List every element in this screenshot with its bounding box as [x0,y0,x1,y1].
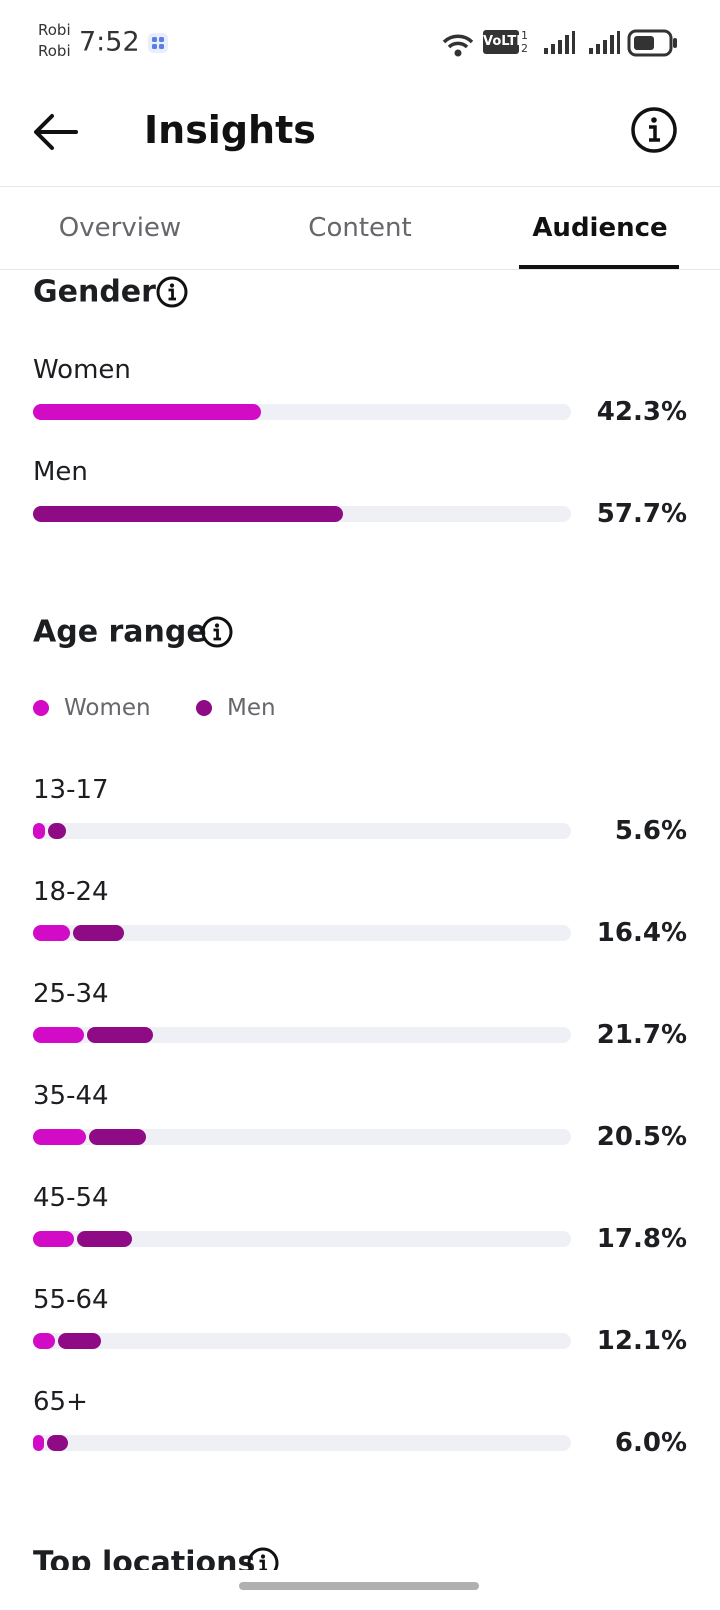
bar-women [33,1333,56,1349]
bar-track [33,925,571,941]
bar-women [33,925,70,941]
bar-women [33,1231,74,1247]
info-icon[interactable] [247,1547,279,1570]
bar-track [33,1231,571,1247]
bar [33,506,344,522]
row-label: 25-34 [33,979,109,1009]
signal-icon [589,31,620,54]
row-value: 6.0% [614,1428,687,1458]
tab-divider [0,269,720,270]
page-title: Insights [144,108,316,152]
legend-label: Women [64,695,151,721]
row-label: 13-17 [33,775,109,805]
section-title: Gender [33,274,156,310]
row-label: 55-64 [33,1285,109,1315]
bar-track [33,823,571,839]
bar-women [33,1027,84,1043]
tab[interactable]: Audience [532,213,668,243]
app-icon [148,33,168,53]
section-title: Top locations [33,1545,256,1571]
header-divider [0,186,720,187]
carrier-2: Robi [38,42,71,60]
bar-men [72,925,125,941]
bar [33,404,261,420]
home-indicator [239,1582,479,1590]
row-label: Women [33,355,131,385]
info-icon[interactable] [156,276,188,312]
bar-track [33,1435,571,1451]
bar-men [86,1027,153,1043]
row-value: 16.4% [596,918,687,948]
bar-women [33,1129,87,1145]
row-value: 12.1% [596,1326,687,1356]
bar-men [47,823,67,839]
back-button[interactable] [32,112,80,152]
row-label: 18-24 [33,877,109,907]
carrier-1: Robi [38,21,71,39]
sim-slot: 1 [521,29,528,42]
bar-track [33,1027,571,1043]
row-value: 57.7% [596,499,687,529]
legend-dot [33,700,49,716]
tab-indicator [519,265,679,269]
signal-icon [544,31,575,54]
row-value: 20.5% [596,1122,687,1152]
bar-men [76,1231,132,1247]
carrier: Robi Robi [38,20,71,62]
row-value: 5.6% [614,816,687,846]
tab[interactable]: Content [308,213,412,243]
bar-men [89,1129,147,1145]
row-value: 21.7% [596,1020,687,1050]
info-button[interactable] [630,106,678,154]
info-icon[interactable] [201,616,233,652]
sim-slots: 1 2 [521,29,528,55]
wifi-icon [442,34,474,57]
bar-track [33,404,571,420]
audience-content: Gender Women 42.3% Men 57.7% Age range Women Me… [0,270,720,1570]
row-label: 35-44 [33,1081,109,1111]
row-value: 17.8% [596,1224,687,1254]
tab-bar: Overview Content Audience [0,187,720,269]
row-label: 65+ [33,1387,88,1417]
bar-track [33,1129,571,1145]
row-label: Men [33,457,88,487]
bar-women [33,1435,44,1451]
clock: 7:52 [79,26,140,58]
bar-track [33,1333,571,1349]
volte-icon: VoLTE [483,30,525,54]
tab[interactable]: Overview [58,213,182,243]
row-value: 42.3% [596,397,687,427]
legend-dot [196,700,212,716]
bar-women [33,823,45,839]
bar-track [33,506,571,522]
section-title: Age range [33,614,207,650]
battery-icon [627,29,677,57]
bar-men [46,1435,69,1451]
legend-label: Men [227,695,276,721]
bar-men [58,1333,102,1349]
sim-slot: 2 [521,42,528,55]
row-label: 45-54 [33,1183,109,1213]
